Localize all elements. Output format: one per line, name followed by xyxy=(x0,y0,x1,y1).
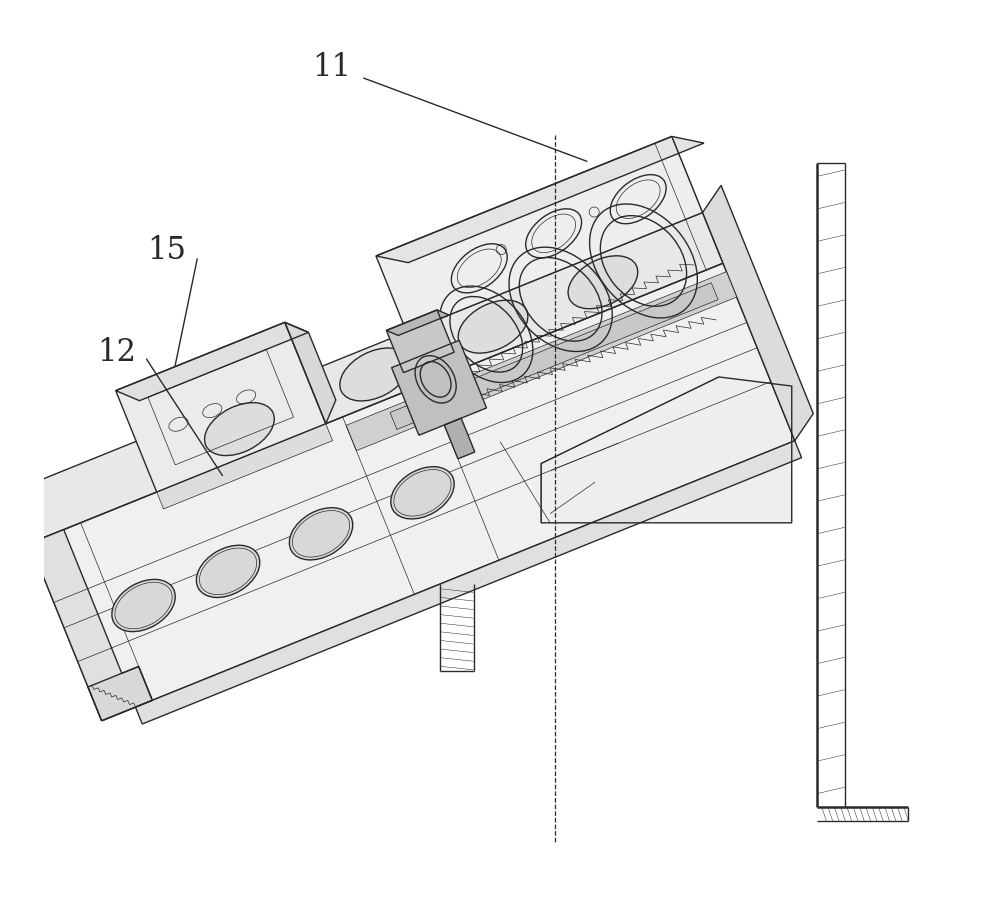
Polygon shape xyxy=(135,441,802,724)
Polygon shape xyxy=(390,283,718,430)
Ellipse shape xyxy=(112,580,175,632)
Polygon shape xyxy=(30,264,795,721)
Ellipse shape xyxy=(205,403,274,456)
Ellipse shape xyxy=(196,546,260,598)
Ellipse shape xyxy=(391,467,454,519)
Polygon shape xyxy=(157,425,333,509)
Polygon shape xyxy=(703,187,813,441)
Ellipse shape xyxy=(289,508,353,561)
Ellipse shape xyxy=(568,256,638,310)
Text: 15: 15 xyxy=(148,234,187,266)
Polygon shape xyxy=(285,323,336,425)
Polygon shape xyxy=(9,213,723,544)
Polygon shape xyxy=(88,667,152,721)
Polygon shape xyxy=(392,341,487,436)
Text: 12: 12 xyxy=(98,336,137,368)
Polygon shape xyxy=(116,323,326,493)
Polygon shape xyxy=(346,272,737,451)
Text: 11: 11 xyxy=(312,52,351,84)
Polygon shape xyxy=(376,137,703,333)
Polygon shape xyxy=(541,378,792,523)
Polygon shape xyxy=(116,323,309,402)
Polygon shape xyxy=(386,311,449,336)
Ellipse shape xyxy=(340,348,410,402)
Polygon shape xyxy=(30,530,152,721)
Polygon shape xyxy=(386,311,454,373)
Ellipse shape xyxy=(458,301,528,354)
Polygon shape xyxy=(376,137,704,264)
Polygon shape xyxy=(444,419,475,460)
